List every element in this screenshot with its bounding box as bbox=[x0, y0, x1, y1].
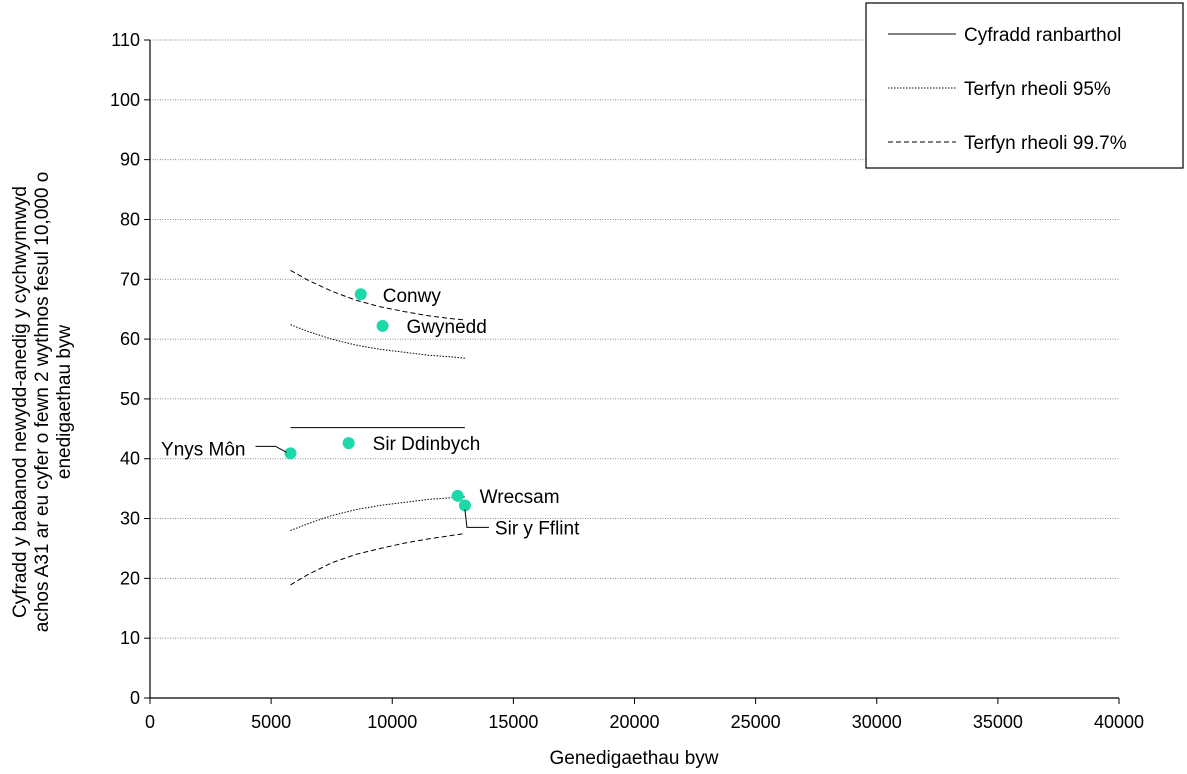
x-tick-label: 20000 bbox=[609, 712, 659, 732]
x-tick-label: 40000 bbox=[1094, 712, 1144, 732]
point-label: Ynys Môn bbox=[161, 439, 245, 460]
point-labels: Conwy Gwynedd Ynys Môn Sir Ddinbych Wrecsam S… bbox=[161, 286, 580, 539]
point-label: Sir Ddinbych bbox=[373, 434, 481, 455]
axes bbox=[144, 39, 1120, 704]
legend-label-95: Terfyn rheoli 95% bbox=[964, 79, 1111, 100]
y-tick-label: 20 bbox=[120, 568, 140, 588]
series-line-dashed-4 bbox=[290, 533, 465, 586]
x-tick-label: 25000 bbox=[731, 712, 781, 732]
x-tick-label: 10000 bbox=[367, 712, 417, 732]
y-axis-title-line-2: achos A31 ar eu cyfer o fewn 2 wythnos f… bbox=[32, 172, 53, 633]
y-tick-label: 60 bbox=[120, 329, 140, 349]
y-tick-label: 0 bbox=[130, 688, 140, 708]
data-point bbox=[342, 437, 355, 450]
legend-label-regional-rate: Cyfradd ranbarthol bbox=[964, 25, 1121, 46]
y-tick-label: 100 bbox=[110, 90, 140, 110]
point-label: Gwynedd bbox=[407, 317, 487, 338]
label-leader-line bbox=[255, 445, 287, 453]
legend: Cyfradd ranbarthol Terfyn rheoli 95% Ter… bbox=[865, 2, 1184, 169]
x-tick-label: 5000 bbox=[251, 712, 291, 732]
series-line-dashed-3 bbox=[290, 269, 465, 321]
y-tick-label: 90 bbox=[120, 150, 140, 170]
series-line-dotted-1 bbox=[290, 324, 465, 359]
x-tick-label: 15000 bbox=[488, 712, 538, 732]
data-point bbox=[354, 288, 367, 301]
x-tick-labels: 0 5000 10000 15000 20000 25000 30000 35000 40000 bbox=[145, 712, 1144, 732]
y-tick-label: 70 bbox=[120, 269, 140, 289]
data-point bbox=[451, 489, 464, 502]
series-line-dotted-2 bbox=[290, 496, 465, 531]
y-axis-title-line-3: enedigaethau byw bbox=[54, 325, 75, 480]
x-axis-title: Genedigaethau byw bbox=[549, 748, 718, 769]
data-points bbox=[284, 288, 471, 512]
y-tick-label: 50 bbox=[120, 389, 140, 409]
data-point bbox=[458, 499, 471, 512]
y-tick-label: 110 bbox=[111, 30, 140, 50]
x-tick-label: 30000 bbox=[852, 712, 902, 732]
point-label: Sir y Fflint bbox=[495, 518, 580, 539]
label-leader-line bbox=[464, 509, 489, 528]
y-tick-label: 40 bbox=[120, 449, 140, 469]
data-point bbox=[376, 319, 389, 332]
y-axis-title: Cyfradd y babanod newydd-anedig y cychwy… bbox=[10, 172, 75, 633]
y-axis-title-line-1: Cyfradd y babanod newydd-anedig y cychwy… bbox=[10, 186, 31, 618]
legend-box bbox=[865, 2, 1184, 169]
y-tick-label: 10 bbox=[120, 628, 140, 648]
x-tick-label: 35000 bbox=[973, 712, 1023, 732]
y-tick-label: 30 bbox=[120, 509, 140, 529]
point-label: Conwy bbox=[383, 286, 442, 307]
control-lines bbox=[290, 269, 465, 586]
x-tick-label: 0 bbox=[145, 712, 155, 732]
legend-label-99-7: Terfyn rheoli 99.7% bbox=[964, 133, 1127, 154]
point-label: Wrecsam bbox=[480, 487, 560, 508]
y-tick-labels: 0 10 20 30 40 50 60 70 80 90 100 110 bbox=[110, 30, 140, 708]
y-tick-label: 80 bbox=[120, 209, 140, 229]
data-point bbox=[284, 447, 297, 460]
